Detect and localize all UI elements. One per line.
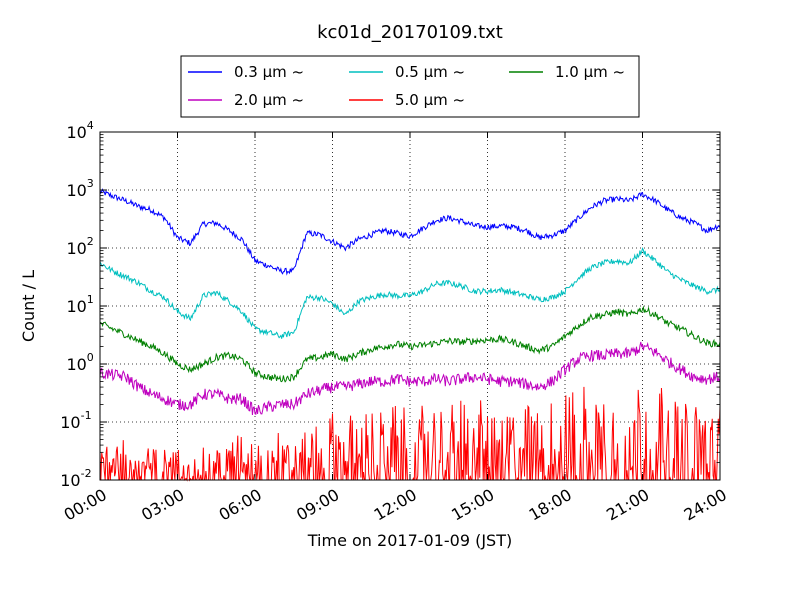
y-tick-label: 10 -2 bbox=[60, 467, 91, 490]
y-tick-exponent: -2 bbox=[81, 467, 92, 480]
y-tick-exponent: -1 bbox=[81, 409, 92, 422]
y-tick-label: 10 2 bbox=[66, 235, 93, 258]
series-line-3 bbox=[99, 305, 721, 383]
legend-label-2: 0.5 μm ~ bbox=[395, 63, 465, 81]
y-tick-exponent: 1 bbox=[87, 293, 94, 306]
legend-label-3: 1.0 μm ~ bbox=[555, 63, 625, 81]
y-tick-label: 10 4 bbox=[66, 119, 93, 142]
y-tick-label: 10 0 bbox=[66, 351, 93, 374]
series-line-4 bbox=[99, 341, 721, 415]
y-tick-base: 10 bbox=[60, 471, 80, 490]
y-tick-base: 10 bbox=[66, 181, 86, 200]
y-tick-label: 10 1 bbox=[66, 293, 93, 316]
y-tick-label: 10 -1 bbox=[60, 409, 91, 432]
series-line-2 bbox=[99, 247, 721, 339]
y-tick-exponent: 4 bbox=[87, 119, 94, 132]
legend: 0.3 μm ~ 0.5 μm ~ 1.0 μm ~ 2.0 μm ~ 5.0 μm ~ bbox=[180, 55, 640, 118]
grid bbox=[100, 132, 720, 480]
y-tick-base: 10 bbox=[60, 413, 80, 432]
y-tick-base: 10 bbox=[66, 355, 86, 374]
y-axis-label: Count / L bbox=[19, 270, 38, 342]
y-tick-exponent: 0 bbox=[87, 351, 94, 364]
chart-title: kc01d_20170109.txt bbox=[317, 22, 503, 43]
legend-box bbox=[180, 55, 640, 118]
y-tick-exponent: 2 bbox=[87, 235, 94, 248]
y-tick-exponent: 3 bbox=[87, 177, 94, 190]
series-line-1 bbox=[99, 188, 721, 276]
legend-label-1: 0.3 μm ~ bbox=[234, 63, 304, 81]
legend-label-4: 2.0 μm ~ bbox=[234, 91, 304, 109]
y-tick-base: 10 bbox=[66, 297, 86, 316]
y-tick-base: 10 bbox=[66, 123, 86, 142]
legend-label-5: 5.0 μm ~ bbox=[395, 91, 465, 109]
x-axis-label: Time on 2017-01-09 (JST) bbox=[307, 531, 512, 550]
y-tick-base: 10 bbox=[66, 239, 86, 258]
y-tick-label: 10 3 bbox=[66, 177, 93, 200]
